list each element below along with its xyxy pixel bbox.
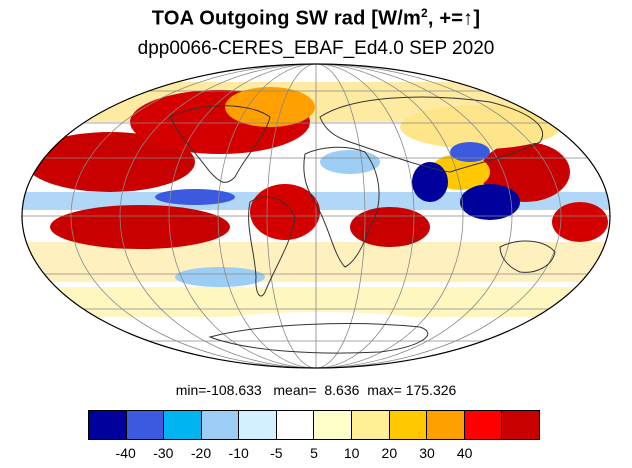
- field-patch-south-pacific: [175, 267, 265, 287]
- colorbar-segment: [389, 411, 428, 439]
- mollweide-map: [21, 63, 611, 369]
- colorbar-segment: [201, 411, 240, 439]
- field-patch-china: [450, 142, 490, 162]
- field-patch-greenland: [225, 87, 315, 127]
- coastlines: [169, 96, 556, 354]
- plot-title: TOA Outgoing SW rad [W/m2, +=↑]: [0, 6, 632, 31]
- min-value: -108.633: [206, 382, 262, 398]
- up-arrow-icon: ↑: [463, 7, 474, 30]
- australia-outline: [499, 240, 556, 273]
- field-patch-npacific: [25, 132, 195, 192]
- colorbar-segment: [314, 411, 353, 439]
- colorbar-segment: [239, 411, 277, 439]
- colorbar-tick-label: 5: [310, 445, 318, 461]
- field-patch-asia: [400, 105, 560, 149]
- title-text-prefix: TOA Outgoing SW rad [W/m: [151, 7, 421, 30]
- colorbar-tick-label: -5: [270, 445, 283, 461]
- colorbar-segment: [502, 411, 539, 439]
- south-america-outline: [248, 196, 296, 297]
- field-patch-itcz-pacific: [155, 189, 235, 205]
- colorbar-segment: [126, 411, 165, 439]
- stats-line: min=-108.633 mean= 8.636 max= 175.326: [0, 382, 632, 398]
- field-patch-satlantic: [350, 207, 430, 247]
- africa-outline: [303, 146, 380, 268]
- colorbar-segment: [427, 411, 465, 439]
- field-patch-maritime: [460, 184, 520, 220]
- field-patch-spacific: [552, 202, 608, 242]
- colorbar-tick-label: -30: [153, 445, 174, 461]
- colorbar-labels: -40 -30 -20 -10 -5 5 10 20 30 40: [88, 445, 540, 463]
- graticule: [22, 64, 610, 368]
- map-border: [21, 63, 611, 369]
- colorbar-segment: [164, 411, 202, 439]
- colorbar-tick-label: -40: [115, 445, 136, 461]
- colorbar-tick-label: 30: [419, 445, 435, 461]
- eurasia-outline: [319, 96, 543, 173]
- colorbar-tick-label: -10: [228, 445, 249, 461]
- title-text-suffix: , +=: [427, 7, 464, 30]
- colorbar-segment: [464, 411, 503, 439]
- mean-value: 8.636: [324, 382, 360, 398]
- colorbar-segment: [352, 411, 390, 439]
- field-patch-sahara: [320, 150, 380, 174]
- title-text-close: ]: [473, 7, 481, 30]
- field-patch-epacific: [50, 205, 230, 249]
- colorbar: [88, 410, 540, 440]
- colorbar-segment: [89, 411, 127, 439]
- colorbar-tick-label: -20: [190, 445, 212, 461]
- field-patch-bay-bengal: [412, 162, 448, 202]
- colorbar-tick-label: 40: [456, 445, 473, 461]
- mean-label: mean=: [273, 382, 317, 398]
- max-value: 175.326: [405, 382, 457, 398]
- min-label: min=: [175, 382, 207, 398]
- max-label: max=: [367, 382, 402, 398]
- colorbar-tick-label: 20: [381, 445, 398, 461]
- antarctica-outline: [208, 323, 429, 354]
- plot-subtitle: dpp0066-CERES_EBAF_Ed4.0 SEP 2020: [137, 38, 495, 59]
- colorbar-tick-label: 10: [343, 445, 360, 461]
- colorbar-segment: [276, 411, 315, 439]
- north-america-outline: [169, 105, 271, 183]
- title-superscript: 2: [420, 6, 428, 20]
